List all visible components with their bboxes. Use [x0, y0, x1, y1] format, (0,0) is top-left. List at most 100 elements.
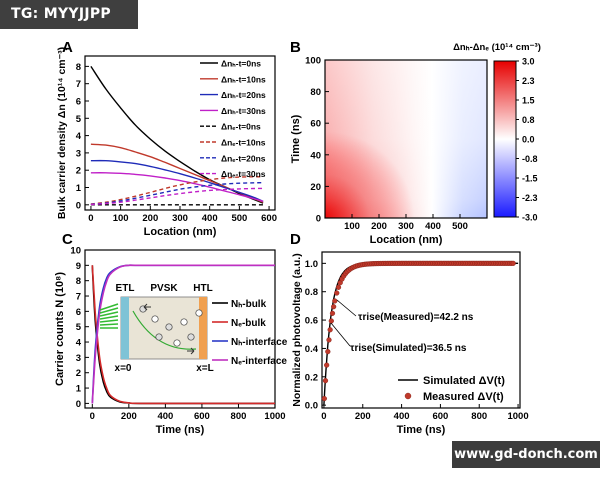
- panel-c-inset-x0-label: x=0: [115, 363, 132, 374]
- panel-c-y-tick-label: 5: [76, 322, 82, 333]
- panel-c-x-tick-label: 800: [231, 411, 247, 422]
- panel-c-x-tick-label: 1000: [264, 411, 285, 422]
- panel-a-legend-label: Δnₕ-t=10ns: [221, 74, 266, 84]
- panel-b-colorbar-tick-label: 0.8: [522, 115, 535, 125]
- panel-letter: C: [62, 231, 73, 248]
- panel-b-x-tick-label: 400: [425, 221, 441, 232]
- panel-d-x-tick-label: 200: [355, 411, 371, 422]
- panel-b-y-tick-label: 20: [310, 182, 321, 193]
- panel-a-x-tick-label: 400: [202, 213, 218, 224]
- panel-c-inset-carrier: [151, 315, 159, 323]
- panel-a-legend-label: Δnₑ-t=30ns: [221, 169, 266, 179]
- panel-c-inset-light: [99, 315, 119, 320]
- panel-d-annotation-arrow: [330, 322, 351, 347]
- panel-a-legend-label: Δnₑ-t=0ns: [221, 122, 261, 132]
- panel-a-x-tick-label: 100: [113, 213, 129, 224]
- panel-b-colorbar-tick-label: 0.0: [522, 135, 535, 145]
- panel-d-y-tick-label: 0.4: [305, 344, 319, 355]
- panel-c-inset-htl-label: HTL: [193, 283, 212, 294]
- panel-b-colorbar-tick-label: 1.5: [522, 96, 535, 106]
- panel-letter: B: [290, 39, 301, 56]
- panel-a-x-axis-label: Location (nm): [144, 226, 217, 238]
- panel-d-annotation-simulated: τrise(Simulated)=36.5 ns: [350, 343, 467, 354]
- panel-d-measured-point: [325, 349, 331, 355]
- panel-a-series-line: [90, 159, 264, 202]
- panel-c-x-tick-label: 200: [121, 411, 137, 422]
- panel-a-y-tick-label: 2: [76, 166, 81, 177]
- panel-c-inset-carrier: [187, 333, 195, 341]
- panel-d-measured-point: [322, 378, 329, 384]
- panel-c-inset-light: [99, 307, 119, 314]
- panel-c-inset-light: [99, 311, 119, 317]
- panel-a-x-tick-label: 0: [88, 213, 93, 224]
- panel-b-colorbar-tick-label: -0.8: [522, 154, 538, 164]
- panel-d-measured-point: [324, 362, 330, 368]
- panel-a-legend-label: Δnₑ-t=20ns: [221, 153, 266, 163]
- panel-d-measured-point: [335, 284, 342, 290]
- panel-c-x-tick-label: 0: [90, 411, 95, 422]
- panel-b-x-tick-label: 100: [344, 221, 360, 232]
- panel-c-legend-label: Nₑ-interface: [231, 356, 287, 367]
- panel-d-measured-point: [328, 318, 334, 324]
- panel-c-y-tick-label: 8: [76, 276, 81, 287]
- panel-c-inset-carrier: [195, 309, 203, 317]
- panel-d-x-axis-label: Time (ns): [397, 424, 446, 436]
- panel-d-frame: [321, 251, 521, 409]
- panel-d-measured-point: [321, 395, 327, 402]
- panel-c-series-line: [91, 264, 275, 404]
- panel-d-y-tick-label: 0.6: [305, 316, 318, 327]
- panel-a-series-line: [90, 182, 264, 205]
- panel-c-inset-carrier: [155, 333, 163, 341]
- panel-c-inset-curve: [132, 310, 197, 350]
- panel-a-y-tick-label: 6: [76, 96, 81, 107]
- panel-letter: D: [290, 231, 301, 248]
- panel-d-measured-point: [334, 290, 340, 296]
- panel-b-y-tick-label: 0: [316, 214, 321, 225]
- panel-a-y-tick-label: 5: [76, 114, 82, 125]
- panel-d-measured-point: [329, 310, 336, 316]
- panel-a-y-tick-label: 8: [76, 62, 81, 73]
- panel-b-colorbar-tick-label: -3.0: [522, 213, 538, 223]
- panel-a-series-line: [90, 66, 264, 204]
- panel-c-y-tick-label: 9: [76, 261, 81, 272]
- panel-b-y-tick-label: 80: [310, 87, 321, 98]
- panel-d-annotation-arrow: [336, 299, 357, 317]
- panel-c-inset-light: [99, 319, 119, 323]
- panel-d-measured-point: [510, 260, 516, 266]
- panel-d-y-tick-label: 0.8: [305, 287, 318, 298]
- panel-b-x-tick-label: 500: [452, 221, 468, 232]
- panel-c-frame: [84, 249, 276, 409]
- panel-c-legend-label: Nₑ-bulk: [231, 318, 266, 329]
- panel-c-inset-xl-label: x=L: [196, 363, 214, 374]
- panel-b-x-axis-label: Location (nm): [370, 234, 443, 246]
- panel-c-inset-light: [99, 323, 119, 326]
- panel-c-y-tick-label: 7: [76, 292, 81, 303]
- panel-c-y-tick-label: 6: [76, 307, 81, 318]
- panel-a-y-tick-label: 1: [76, 183, 82, 194]
- panel-letter: A: [62, 39, 73, 56]
- panel-a-x-tick-label: 300: [172, 213, 188, 224]
- panel-b-y-tick-label: 40: [310, 150, 321, 161]
- panel-a-y-tick-label: 4: [76, 131, 82, 142]
- panel-c-inset-etl-layer: [121, 297, 129, 359]
- panel-c-y-tick-label: 0: [76, 399, 81, 410]
- panel-b-x-tick-label: 300: [398, 221, 414, 232]
- panel-d-measured-point: [331, 304, 337, 310]
- panel-d-legend-label: Simulated ΔV(t): [423, 375, 505, 387]
- panel-c-inset-arrow: [143, 303, 151, 311]
- panel-a-legend-label: Δnₑ-t=10ns: [221, 138, 266, 148]
- panel-a-legend-label: Δnₕ-t=20ns: [221, 90, 266, 100]
- panel-d-y-tick-label: 0.0: [305, 401, 318, 412]
- panel-c-y-tick-label: 10: [70, 246, 81, 257]
- panel-b-colorbar-tick-label: -1.5: [522, 174, 538, 184]
- panel-b-colorbar-tick-label: -2.3: [522, 193, 538, 203]
- panel-b-colorbar: [493, 60, 517, 218]
- panel-b-y-tick-label: 100: [305, 56, 321, 67]
- panel-c-inset-carrier: [180, 318, 188, 326]
- panel-c-y-tick-label: 2: [76, 368, 81, 379]
- panel-a-y-tick-label: 3: [76, 148, 81, 159]
- watermark-top-left: TG: MYYJJPP: [0, 0, 138, 29]
- panel-c-inset-arrow: [187, 347, 195, 355]
- panel-a-y-tick-label: 7: [76, 79, 81, 90]
- panel-d-x-tick-label: 1000: [507, 411, 528, 422]
